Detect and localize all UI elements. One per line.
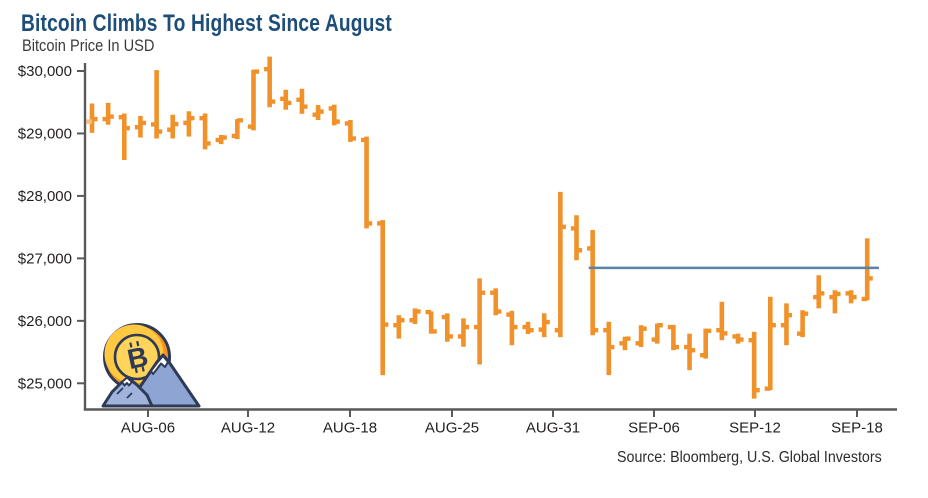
- y-tick-label: $25,000: [18, 375, 72, 392]
- x-tick-label: AUG-25: [425, 420, 479, 437]
- source-credit: Source: Bloomberg, U.S. Global Investors: [617, 449, 882, 466]
- chart-title: Bitcoin Climbs To Highest Since August: [21, 10, 392, 37]
- x-tick-label: SEP-18: [831, 420, 883, 437]
- bitcoin-mountain-logo: B: [101, 323, 201, 408]
- y-tick-label: $28,000: [18, 188, 72, 205]
- chart-plot-layer: $25,000 $26,000 $27,000 $28,000 $29,000 $30,0…: [18, 56, 897, 437]
- x-tick-label: AUG-31: [526, 420, 580, 437]
- y-tick-label: $29,000: [18, 125, 72, 142]
- coin-inner-ring: [113, 333, 161, 381]
- chart-subtitle: Bitcoin Price In USD: [22, 36, 155, 55]
- x-tick-label: SEP-06: [628, 420, 680, 437]
- y-tick-label: $26,000: [18, 313, 72, 330]
- y-tick-label: $27,000: [18, 250, 72, 267]
- y-tick-label: $30,000: [18, 63, 72, 80]
- x-tick-label: SEP-12: [729, 420, 781, 437]
- x-tick-label: AUG-12: [221, 420, 275, 437]
- x-tick-label: AUG-06: [121, 420, 175, 437]
- mountains-icon: [101, 353, 201, 408]
- x-tick-label: AUG-18: [323, 420, 377, 437]
